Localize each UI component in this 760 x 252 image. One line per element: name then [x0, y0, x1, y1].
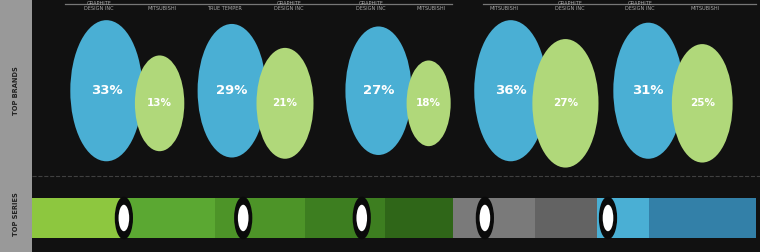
Ellipse shape — [603, 205, 613, 231]
Bar — [453, 198, 535, 238]
Text: 36%: 36% — [495, 84, 527, 97]
Text: 21%: 21% — [273, 98, 297, 108]
Ellipse shape — [135, 55, 184, 151]
Text: GRAPHITE
DESIGN INC: GRAPHITE DESIGN INC — [84, 1, 113, 11]
Bar — [597, 198, 649, 238]
Ellipse shape — [345, 26, 412, 155]
Ellipse shape — [599, 197, 617, 239]
Text: 29%: 29% — [216, 84, 248, 97]
Text: 27%: 27% — [363, 84, 394, 97]
Text: 25%: 25% — [690, 98, 714, 108]
Text: GRAPHITE
DESIGN INC: GRAPHITE DESIGN INC — [625, 1, 654, 11]
Ellipse shape — [198, 24, 266, 158]
Bar — [385, 198, 453, 238]
Ellipse shape — [353, 197, 371, 239]
Text: TRUE TEMPER: TRUE TEMPER — [207, 6, 242, 11]
Ellipse shape — [234, 197, 252, 239]
Text: GRAPHITE
DESIGN INC: GRAPHITE DESIGN INC — [274, 1, 303, 11]
Bar — [215, 198, 305, 238]
Text: MITSUBISHI: MITSUBISHI — [489, 6, 518, 11]
Bar — [125, 198, 215, 238]
Ellipse shape — [672, 44, 733, 163]
Text: MITSUBISHI: MITSUBISHI — [147, 6, 176, 11]
Ellipse shape — [115, 197, 133, 239]
Bar — [0, 176, 32, 252]
Text: 31%: 31% — [632, 84, 664, 97]
Bar — [305, 198, 385, 238]
Text: 33%: 33% — [90, 84, 122, 97]
Bar — [535, 198, 597, 238]
Text: TOP SERIES: TOP SERIES — [13, 192, 19, 236]
Text: GRAPHITE
DESIGN INC: GRAPHITE DESIGN INC — [356, 1, 385, 11]
Text: 13%: 13% — [147, 98, 172, 108]
Text: MITSUBISHI: MITSUBISHI — [416, 6, 445, 11]
Ellipse shape — [238, 205, 249, 231]
Ellipse shape — [474, 20, 547, 161]
Ellipse shape — [407, 60, 451, 146]
Ellipse shape — [119, 205, 129, 231]
Text: GRAPHITE
DESIGN INC: GRAPHITE DESIGN INC — [556, 1, 584, 11]
Ellipse shape — [613, 23, 683, 159]
Text: TOP BRANDS: TOP BRANDS — [13, 66, 19, 115]
Ellipse shape — [476, 197, 494, 239]
Text: MITSUBISHI: MITSUBISHI — [691, 6, 720, 11]
Bar — [649, 198, 756, 238]
Bar — [0, 0, 32, 176]
Ellipse shape — [256, 48, 313, 159]
Bar — [32, 198, 125, 238]
Ellipse shape — [532, 39, 598, 168]
Ellipse shape — [356, 205, 367, 231]
Ellipse shape — [480, 205, 490, 231]
Text: 18%: 18% — [416, 98, 441, 108]
Text: 27%: 27% — [553, 98, 578, 108]
Ellipse shape — [71, 20, 143, 161]
